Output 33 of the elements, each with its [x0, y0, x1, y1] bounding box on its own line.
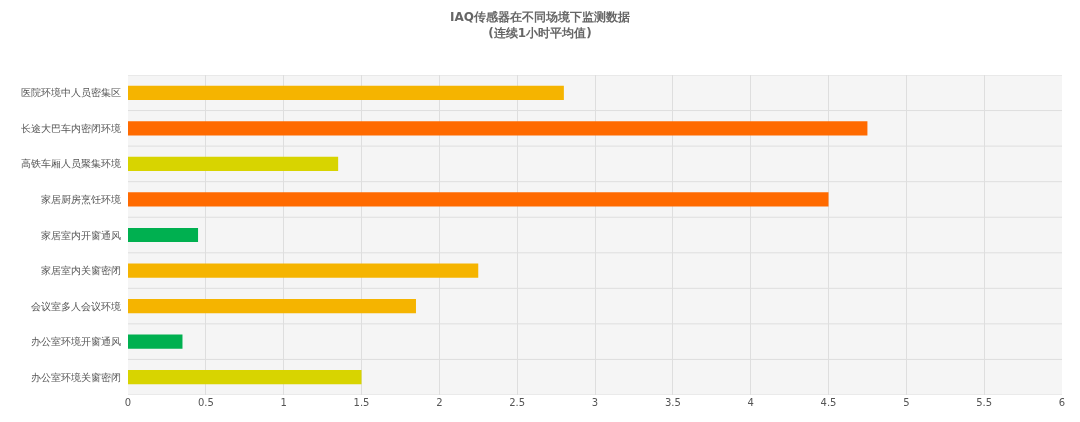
- x-tick-label: 0: [124, 397, 132, 408]
- chart-title: IAQ传感器在不同场境下监测数据: [450, 10, 630, 25]
- bar: [128, 121, 868, 136]
- y-tick-label: 办公室环境开窗通风: [31, 336, 121, 348]
- y-tick-label: 会议室多人会议环境: [31, 300, 121, 312]
- x-tick-label: 2.5: [509, 397, 526, 408]
- y-tick-label: 家居厨房烹饪环境: [41, 193, 121, 205]
- x-tick-label: 5.5: [976, 397, 993, 408]
- chart-subtitle: (连续1小时平均值): [488, 25, 592, 40]
- x-tick-label: 3: [591, 397, 599, 408]
- y-tick-label: 高铁车厢人员聚集环境: [21, 158, 121, 170]
- bar: [128, 227, 199, 243]
- x-tick-label: 2: [436, 397, 443, 408]
- y-tick-label: 长途大巴车内密闭环境: [21, 122, 121, 134]
- bar: [128, 85, 564, 100]
- bar: [128, 299, 416, 314]
- bar: [128, 263, 479, 278]
- y-tick-label: 家居室内关窗密闭: [41, 265, 121, 277]
- x-tick-label: 5: [903, 397, 910, 408]
- y-tick-label: 办公室环境关窗密闭: [31, 371, 121, 383]
- x-tick-label: 4: [747, 397, 754, 408]
- x-tick-label: 4.5: [820, 397, 837, 408]
- y-tick-label: 医院环境中人员密集区: [21, 87, 121, 99]
- x-tick-label: 1.5: [353, 397, 370, 408]
- x-tick-label: 3.5: [664, 397, 681, 408]
- bar: [128, 370, 362, 385]
- x-tick-label: 6: [1058, 397, 1066, 408]
- x-tick-label: 1: [280, 397, 287, 408]
- bar: [128, 334, 183, 349]
- x-tick-label: 0.5: [197, 397, 214, 408]
- bar: [128, 156, 339, 171]
- y-tick-label: 家居室内开窗通风: [41, 229, 121, 241]
- bar: [128, 192, 829, 207]
